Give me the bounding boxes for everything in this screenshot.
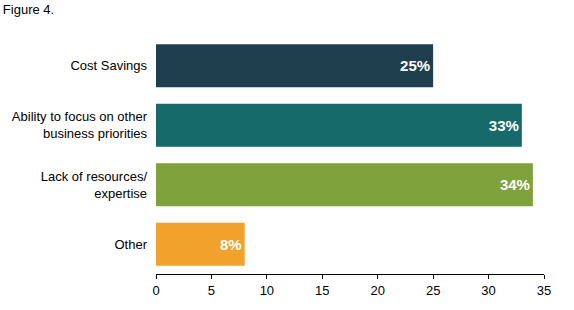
svg-text:Cost Savings: Cost Savings	[70, 58, 147, 73]
svg-text:25: 25	[426, 283, 440, 298]
svg-text:Lack of resources/expertise: Lack of resources/expertise	[41, 169, 148, 201]
svg-text:15: 15	[315, 283, 329, 298]
svg-text:5: 5	[208, 283, 215, 298]
svg-text:33%: 33%	[489, 117, 519, 134]
svg-text:20: 20	[370, 283, 384, 298]
svg-text:30: 30	[481, 283, 495, 298]
svg-text:Other: Other	[114, 237, 147, 252]
svg-text:0: 0	[152, 283, 159, 298]
svg-text:Ability to focus on otherbusin: Ability to focus on otherbusiness priori…	[12, 109, 148, 141]
svg-text:8%: 8%	[220, 236, 242, 253]
svg-text:10: 10	[260, 283, 274, 298]
svg-text:25%: 25%	[400, 57, 430, 74]
svg-text:34%: 34%	[500, 176, 530, 193]
svg-text:Figure 4.: Figure 4.	[3, 2, 54, 17]
svg-text:35: 35	[537, 283, 551, 298]
